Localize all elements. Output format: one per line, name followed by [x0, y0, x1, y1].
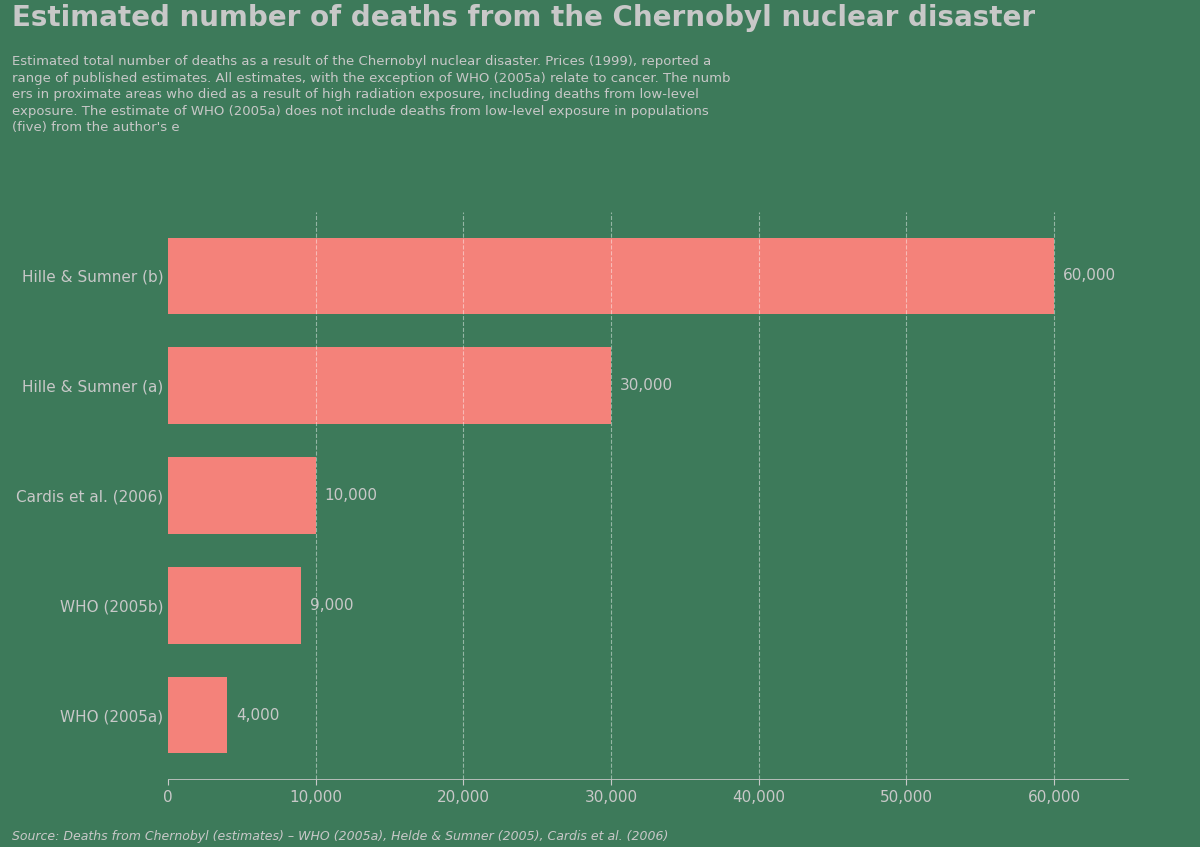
- Text: 9,000: 9,000: [310, 598, 353, 612]
- Bar: [168, 237, 1054, 314]
- Bar: [168, 567, 301, 644]
- Bar: [168, 347, 611, 424]
- Text: Estimated number of deaths from the Chernobyl nuclear disaster: Estimated number of deaths from the Cher…: [12, 4, 1036, 32]
- Text: 4,000: 4,000: [236, 707, 280, 722]
- Text: Estimated total number of deaths as a result of the Chernobyl nuclear disaster. : Estimated total number of deaths as a re…: [12, 55, 731, 134]
- Text: Source: Deaths from Chernobyl (estimates) – WHO (2005a), Helde & Sumner (2005), : Source: Deaths from Chernobyl (estimates…: [12, 830, 668, 843]
- Text: 30,000: 30,000: [620, 379, 673, 393]
- Text: 10,000: 10,000: [324, 488, 378, 503]
- Bar: [168, 677, 227, 754]
- Bar: [168, 457, 316, 534]
- Text: 60,000: 60,000: [1063, 268, 1116, 284]
